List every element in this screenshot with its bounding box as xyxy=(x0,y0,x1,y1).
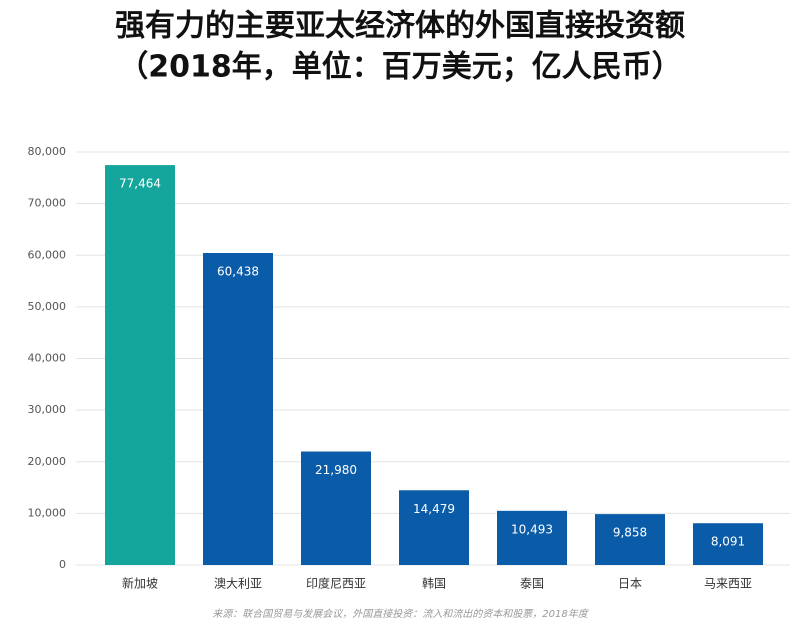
bar xyxy=(105,165,175,565)
value-label: 8,091 xyxy=(711,535,745,549)
x-tick-label: 日本 xyxy=(618,577,642,591)
bar xyxy=(595,514,665,565)
value-label: 77,464 xyxy=(119,177,161,191)
x-tick-label: 韩国 xyxy=(422,576,446,591)
y-tick-label: 50,000 xyxy=(28,300,67,313)
value-label: 10,493 xyxy=(511,522,553,536)
value-label: 14,479 xyxy=(413,502,455,516)
bar xyxy=(301,451,371,565)
y-tick-label: 20,000 xyxy=(28,455,67,468)
x-tick-label: 印度尼西亚 xyxy=(306,576,366,591)
bar xyxy=(693,523,763,565)
value-label: 21,980 xyxy=(315,463,357,477)
bar xyxy=(203,252,273,565)
y-tick-label: 80,000 xyxy=(28,145,67,158)
x-tick-label: 澳大利亚 xyxy=(214,577,262,591)
y-tick-label: 30,000 xyxy=(28,403,67,416)
source-note: 来源：联合国贸易与发展会议，外国直接投资：流入和流出的资本和股票，2018年度 xyxy=(212,608,589,620)
y-tick-label: 60,000 xyxy=(28,248,67,261)
y-tick-label: 70,000 xyxy=(28,197,67,210)
bar xyxy=(399,490,469,565)
x-tick-label: 马来西亚 xyxy=(704,577,752,591)
x-tick-label: 泰国 xyxy=(520,577,544,591)
chart-title: （2018年，单位：百万美元；亿人民币） xyxy=(118,50,682,85)
value-label: 60,438 xyxy=(217,264,259,278)
x-tick-label: 新加坡 xyxy=(122,576,158,591)
chart-title: 强有力的主要亚太经济体的外国直接投资额 xyxy=(115,9,685,44)
y-tick-label: 10,000 xyxy=(28,506,67,519)
value-label: 9,858 xyxy=(613,526,647,540)
bar xyxy=(497,510,567,565)
y-tick-label: 0 xyxy=(59,558,66,571)
y-tick-label: 40,000 xyxy=(28,352,67,365)
